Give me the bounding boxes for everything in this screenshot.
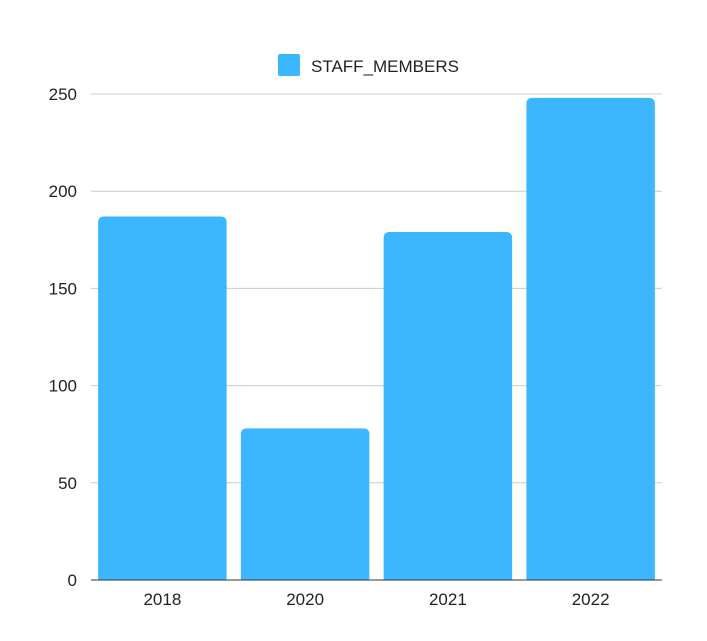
y-tick-label: 100 <box>49 377 77 396</box>
x-tick-label: 2018 <box>143 590 181 609</box>
bars <box>98 97 655 581</box>
y-tick-label: 250 <box>49 85 77 104</box>
x-tick-label: 2022 <box>572 590 610 609</box>
bar-2021 <box>383 232 513 581</box>
x-axis-tick-labels: 2018 2020 2021 2022 <box>143 590 609 609</box>
y-tick-label: 0 <box>68 571 77 590</box>
legend-label: STAFF_MEMBERS <box>311 57 459 76</box>
bar-2018 <box>98 216 227 581</box>
x-tick-label: 2020 <box>286 590 324 609</box>
y-axis-tick-labels: 0 50 100 150 200 250 <box>49 85 77 590</box>
y-tick-label: 200 <box>49 182 77 201</box>
bar-2022 <box>526 97 655 580</box>
x-tick-label: 2021 <box>429 590 467 609</box>
y-tick-label: 150 <box>49 279 77 298</box>
legend: STAFF_MEMBERS <box>278 54 459 76</box>
legend-swatch <box>278 54 300 76</box>
bar-2020 <box>240 428 370 580</box>
y-tick-label: 50 <box>58 474 77 493</box>
